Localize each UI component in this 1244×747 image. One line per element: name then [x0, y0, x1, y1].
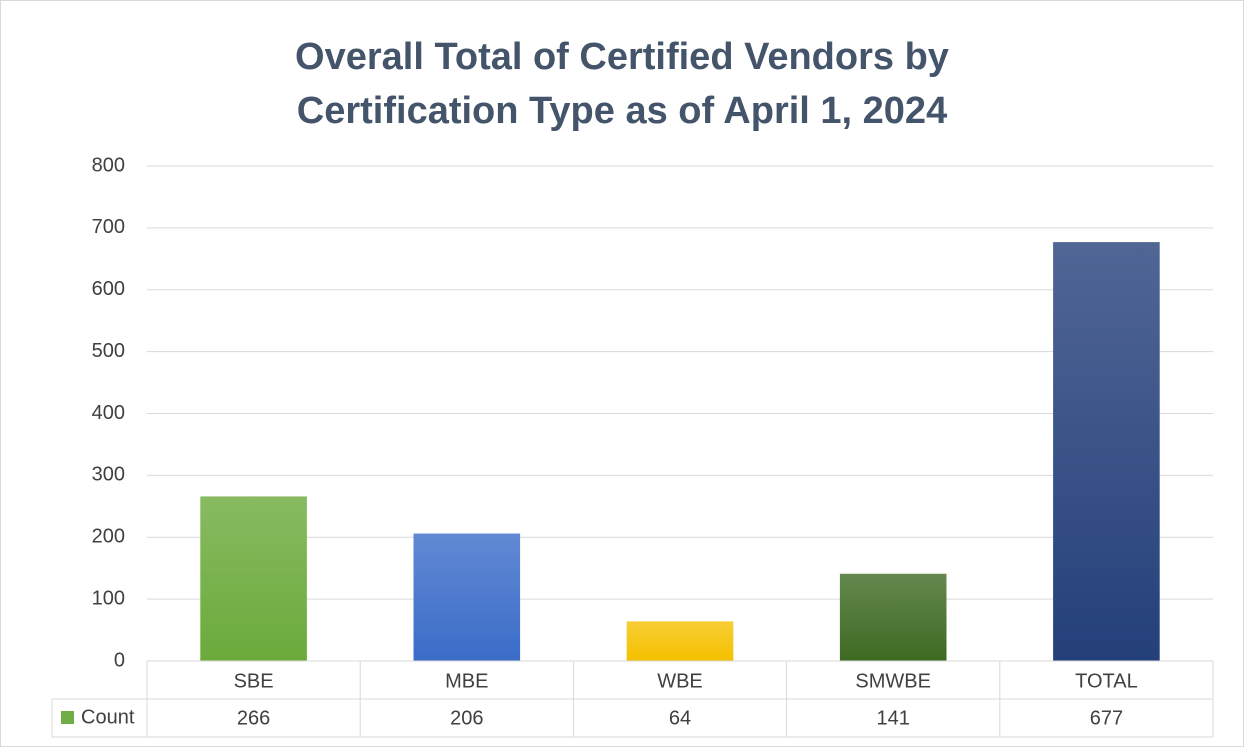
x-tick-label: WBE [657, 670, 703, 692]
table-value: 677 [1090, 707, 1123, 729]
y-tick-label: 600 [92, 278, 125, 300]
legend-label: Count [81, 706, 135, 728]
x-tick-label: MBE [445, 670, 488, 692]
chart-title: Overall Total of Certified Vendors by Ce… [295, 36, 949, 132]
bar [626, 621, 734, 661]
y-tick-label: 400 [92, 402, 125, 424]
table-value: 141 [877, 707, 910, 729]
legend-swatch [61, 711, 74, 724]
y-tick-label: 300 [92, 464, 125, 486]
bar [200, 496, 307, 661]
bar [839, 573, 947, 661]
bar [1053, 242, 1160, 661]
table-value: 64 [669, 707, 691, 729]
y-tick-label: 500 [92, 340, 125, 362]
y-tick-label: 200 [92, 526, 125, 548]
y-tick-label: 700 [92, 216, 125, 238]
y-tick-label: 0 [114, 649, 125, 671]
x-tick-label: SMWBE [855, 670, 931, 692]
table-value: 266 [237, 707, 270, 729]
bar [413, 533, 521, 661]
table-value: 206 [450, 707, 483, 729]
x-tick-label: SBE [234, 670, 274, 692]
y-tick-label: 100 [92, 587, 125, 609]
y-tick-label: 800 [92, 154, 125, 176]
x-tick-label: TOTAL [1075, 670, 1138, 692]
